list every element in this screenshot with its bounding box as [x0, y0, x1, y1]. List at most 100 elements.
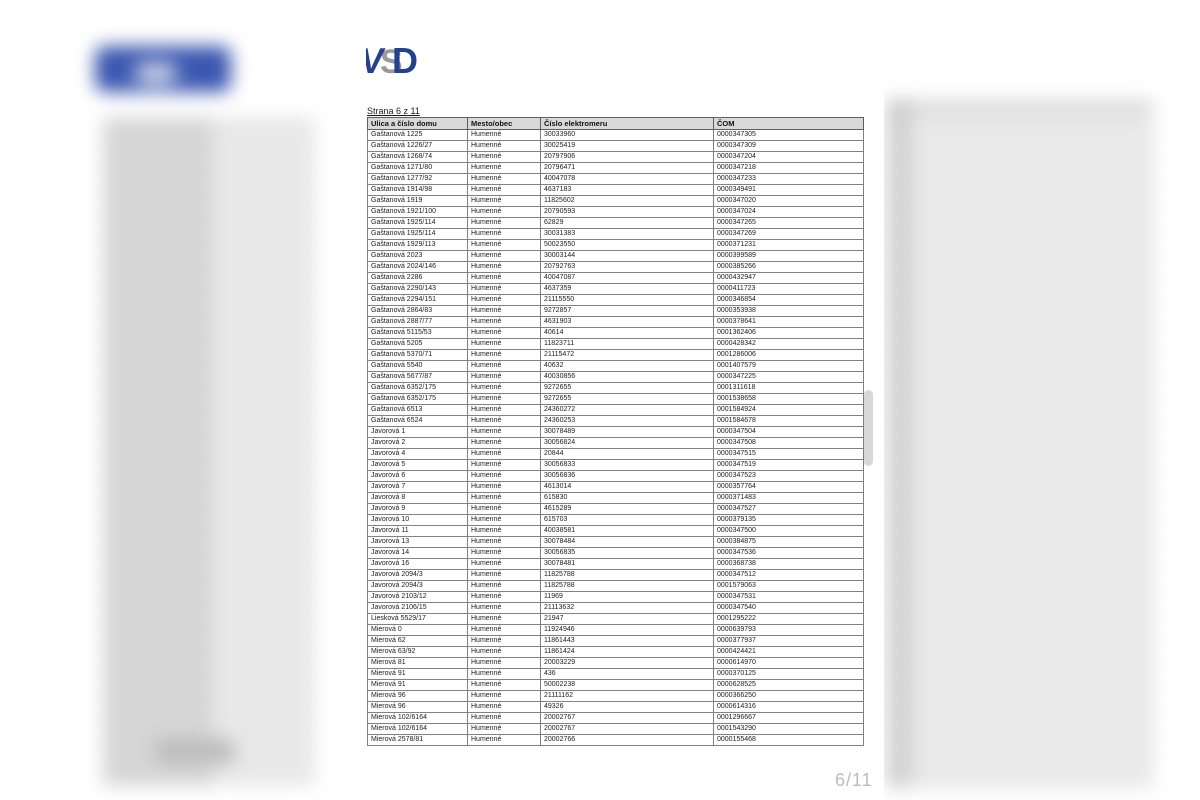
table-cell: Gaštanová 6513: [367, 404, 468, 416]
table-cell: Humenné: [467, 657, 541, 669]
table-cell: Javorová 10: [367, 514, 468, 526]
table-cell: 40614: [540, 327, 714, 339]
table-cell: Humenné: [467, 228, 541, 240]
table-cell: 11825788: [540, 580, 714, 592]
table-row: Gaštanová 5115/53 Humenné 40614 0001362406: [367, 327, 864, 339]
table-cell: Gaštanová 5205: [367, 338, 468, 350]
table-row: Gaštanová 5370/71 Humenné 21115472 00012860…: [367, 349, 864, 361]
table-cell: 21115472: [540, 349, 714, 361]
table-cell: Javorová 2: [367, 437, 468, 449]
table-cell: Javorová 6: [367, 470, 468, 482]
table-cell: 0001295222: [713, 613, 864, 625]
blurred-logo: [95, 46, 231, 92]
table-row: Gaštanová 2024/146 Humenné 20792763 0000385…: [367, 261, 864, 273]
table-row: Gaštanová 2023 Humenné 30003144 0000399589: [367, 250, 864, 262]
table-row: Javorová 16 Humenné 30078481 0000368738: [367, 558, 864, 570]
table-cell: Javorová 5: [367, 459, 468, 471]
table-cell: 0000347540: [713, 602, 864, 614]
table-cell: Gaštanová 2290/143: [367, 283, 468, 295]
table-cell: 40047078: [540, 173, 714, 185]
blurred-table: [103, 118, 315, 786]
table-cell: Humenné: [467, 404, 541, 416]
table-cell: Humenné: [467, 217, 541, 229]
table-cell: Humenné: [467, 129, 541, 141]
table-cell: 21115550: [540, 294, 714, 306]
table-cell: Humenné: [467, 547, 541, 559]
table-cell: 0000399589: [713, 250, 864, 262]
table-cell: 4637183: [540, 184, 714, 196]
table-cell: Mierová 91: [367, 679, 468, 691]
table-cell: Humenné: [467, 701, 541, 713]
table-row: Javorová 9 Humenné 4615289 0000347527: [367, 503, 864, 515]
table-cell: 0000347519: [713, 459, 864, 471]
table-cell: Mierová 102/6164: [367, 723, 468, 735]
table-cell: 21111162: [540, 690, 714, 702]
table-cell: 0000353938: [713, 305, 864, 317]
table-cell: Humenné: [467, 206, 541, 218]
table-row: Javorová 5 Humenné 30056833 0000347519: [367, 459, 864, 471]
svg-text:D: D: [392, 40, 418, 80]
table-row: Gaštanová 1914/98 Humenné 4637183 000034949…: [367, 184, 864, 196]
page-label: Strana 6 z 11: [367, 106, 420, 116]
table-cell: Javorová 4: [367, 448, 468, 460]
table-cell: Humenné: [467, 195, 541, 207]
table-row: Gaštanová 5540 Humenné 40632 0001407579: [367, 360, 864, 372]
table-cell: 24360272: [540, 404, 714, 416]
table-cell: Humenné: [467, 140, 541, 152]
table-cell: 615830: [540, 492, 714, 504]
table-cell: 615703: [540, 514, 714, 526]
table-cell: Gaštanová 2864/83: [367, 305, 468, 317]
table-cell: 0000347233: [713, 173, 864, 185]
table-row: Gaštanová 2294/151 Humenné 21115550 0000346…: [367, 294, 864, 306]
table-row: Mierová 0 Humenné 11924946 0000639793: [367, 624, 864, 636]
table-cell: Humenné: [467, 393, 541, 405]
table-cell: Gaštanová 1921/100: [367, 206, 468, 218]
table-cell: Gaštanová 5115/53: [367, 327, 468, 339]
table-cell: 0001538658: [713, 393, 864, 405]
table-cell: Humenné: [467, 250, 541, 262]
table-cell: 20002767: [540, 723, 714, 735]
table-header-row: Ulica a číslo domu Mesto/obec Číslo elek…: [367, 117, 864, 130]
table-cell: Humenné: [467, 679, 541, 691]
vsd-logo: S V D: [366, 40, 418, 80]
table-row: Gaštanová 1929/113 Humenné 50023550 0000371…: [367, 239, 864, 251]
header-com: ČOM: [713, 117, 864, 130]
table-cell: Gaštanová 1914/98: [367, 184, 468, 196]
table-cell: Gaštanová 1226/27: [367, 140, 468, 152]
table-cell: Javorová 2106/15: [367, 602, 468, 614]
table-cell: 0000347504: [713, 426, 864, 438]
page-indicator: 6/11: [835, 770, 873, 790]
table-cell: Gaštanová 2286: [367, 272, 468, 284]
next-page-preview: [884, 92, 1166, 794]
table-cell: Humenné: [467, 624, 541, 636]
table-cell: Humenné: [467, 459, 541, 471]
header-meter-number: Číslo elektromeru: [540, 117, 714, 130]
table-cell: 0000347020: [713, 195, 864, 207]
table-cell: 20003229: [540, 657, 714, 669]
table-cell: 0001311618: [713, 382, 864, 394]
table-cell: 0000411723: [713, 283, 864, 295]
meter-table: Ulica a číslo domu Mesto/obec Číslo elek…: [367, 117, 864, 746]
table-cell: 0000349491: [713, 184, 864, 196]
table-cell: Mierová 2578/81: [367, 734, 468, 746]
table-cell: 0000357764: [713, 481, 864, 493]
table-cell: 40047087: [540, 272, 714, 284]
table-row: Gaštanová 1925/114 Humenné 62829 0000347265: [367, 217, 864, 229]
table-cell: Gaštanová 1925/114: [367, 217, 468, 229]
table-cell: Mierová 81: [367, 657, 468, 669]
table-cell: 0001407579: [713, 360, 864, 372]
table-cell: Humenné: [467, 151, 541, 163]
table-cell: Gaštanová 2023: [367, 250, 468, 262]
table-cell: Mierová 91: [367, 668, 468, 680]
table-cell: 30056835: [540, 547, 714, 559]
table-cell: Humenné: [467, 613, 541, 625]
table-cell: Javorová 2094/3: [367, 569, 468, 581]
table-cell: 0000385266: [713, 261, 864, 273]
scrollbar-thumb[interactable]: [864, 390, 873, 466]
table-cell: 20844: [540, 448, 714, 460]
table-row: Mierová 102/6164 Humenné 20002767 000154329…: [367, 723, 864, 735]
table-row: Javorová 4 Humenné 20844 0000347515: [367, 448, 864, 460]
table-cell: Humenné: [467, 272, 541, 284]
table-cell: Mierová 96: [367, 701, 468, 713]
table-cell: Humenné: [467, 712, 541, 724]
